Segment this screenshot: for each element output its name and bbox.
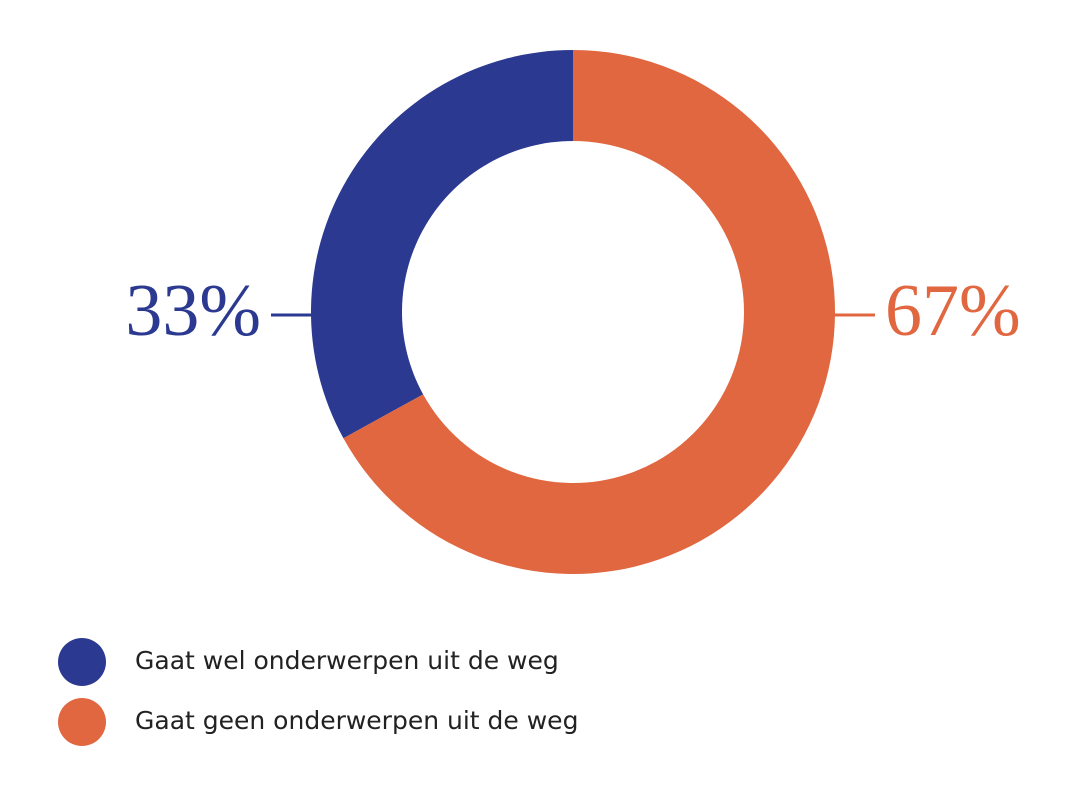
- pie-slice: [310, 50, 573, 439]
- value-label: 33%: [125, 270, 261, 352]
- pie-slice: [343, 50, 835, 574]
- legend-marker: [58, 638, 106, 686]
- legend-marker: [58, 698, 106, 746]
- legend-label: Gaat wel onderwerpen uit de weg: [135, 646, 559, 675]
- legend-label: Gaat geen onderwerpen uit de weg: [135, 706, 578, 735]
- value-label: 67%: [885, 270, 1021, 352]
